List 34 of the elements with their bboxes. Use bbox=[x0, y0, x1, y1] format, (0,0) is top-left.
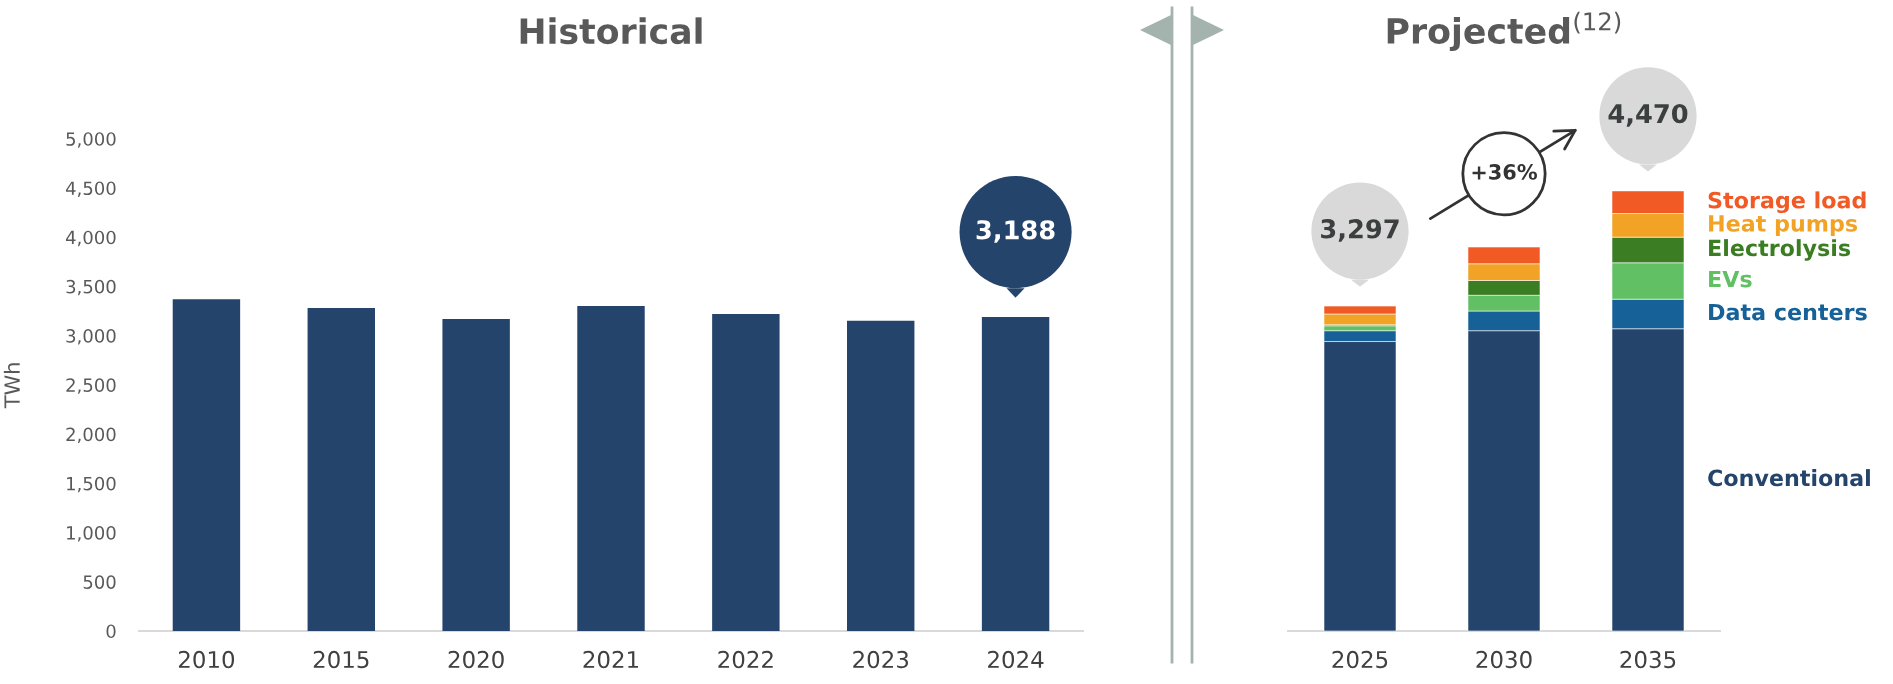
x-tick-label: 2021 bbox=[583, 650, 639, 669]
x-tick-label: 2022 bbox=[718, 650, 773, 669]
x-tick-label: 2024 bbox=[988, 650, 1044, 669]
y-tick-label: 1,500 bbox=[67, 476, 116, 493]
y-tick-label: 500 bbox=[83, 575, 116, 589]
x-tick-label: 2020 bbox=[448, 650, 504, 669]
y-tick-label: 2,500 bbox=[66, 378, 116, 394]
total-label: 4,470 bbox=[1608, 103, 1688, 127]
y-tick-label: 4,500 bbox=[65, 181, 116, 197]
series-label: Storage load bbox=[1708, 191, 1866, 214]
x-tick-label: 2025 bbox=[1332, 650, 1388, 669]
series-label: Electrolysis bbox=[1709, 239, 1851, 261]
y-tick-label: 1,000 bbox=[67, 525, 116, 542]
y-tick-label: 4,000 bbox=[65, 230, 116, 247]
series-label: Data centers bbox=[1709, 303, 1867, 321]
x-tick-label: 2010 bbox=[178, 650, 235, 669]
y-tick-label: 5,000 bbox=[66, 132, 116, 148]
data-label: 3,188 bbox=[976, 220, 1055, 243]
y-axis-title: TWh bbox=[3, 363, 20, 409]
series-label: Conventional bbox=[1708, 469, 1870, 487]
y-tick-label: 3,000 bbox=[66, 329, 116, 345]
y-tick-label: 3,500 bbox=[66, 279, 116, 296]
total-label: 3,297 bbox=[1321, 219, 1399, 242]
x-tick-label: 2015 bbox=[313, 650, 369, 669]
x-tick-label: 2035 bbox=[1620, 650, 1676, 669]
x-tick-label: 2030 bbox=[1476, 650, 1532, 669]
series-label: EVs bbox=[1709, 270, 1752, 288]
x-tick-label: 2023 bbox=[853, 650, 909, 669]
annotation: +36% bbox=[1472, 164, 1537, 180]
y-tick-label: 0 bbox=[106, 624, 116, 639]
chart-title: Projected$^{(12)}$ bbox=[1387, 11, 1621, 51]
chart-title: Historical bbox=[520, 17, 702, 45]
y-tick-label: 2,000 bbox=[66, 427, 116, 444]
series-label: Heat pumps bbox=[1709, 215, 1858, 237]
